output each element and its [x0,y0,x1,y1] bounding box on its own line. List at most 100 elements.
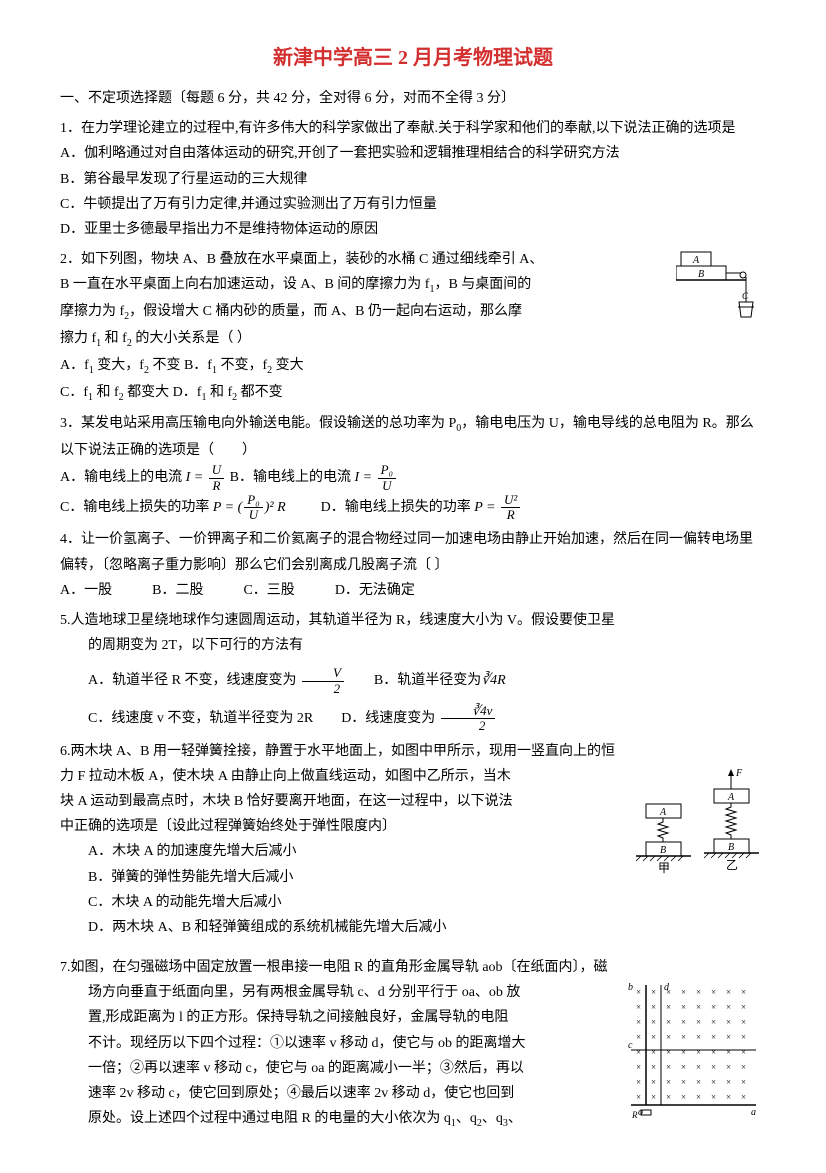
q5-options-cd: C．线速度 v 不变，轨道半径变为 2R D．线速度变为 ∛4v2 [60,704,766,734]
svg-text:×: × [651,1092,656,1102]
svg-text:×: × [681,1047,686,1057]
svg-text:×: × [696,1002,701,1012]
q2-diagram: A B C [676,247,766,327]
svg-text:×: × [696,1047,701,1057]
q4-stem: 4．让一价氢离子、一价钾离子和二价氦离子的混合物经过同一加速电场由静止开始加速，… [60,527,766,577]
svg-text:×: × [636,1002,641,1012]
q1-opt-a: A．伽利略通过对自由落体运动的研究,开创了一套把实验和逻辑推理相结合的科学研究方… [60,141,766,166]
svg-text:×: × [741,1017,746,1027]
svg-text:×: × [636,987,641,997]
q6-stem1: 6.两木块 A、B 用一轻弹簧拴接，静置于水平地面上，如图中甲所示，现用一竖直向… [60,739,766,764]
svg-text:×: × [696,1092,701,1102]
svg-text:B: B [698,269,704,280]
svg-text:×: × [741,1077,746,1087]
svg-text:b: b [628,982,633,993]
svg-text:×: × [696,1032,701,1042]
svg-text:B: B [660,845,666,856]
svg-text:×: × [741,987,746,997]
q2-stem-line2: B 一直在水平桌面上向右加速运动，设 A、B 间的摩擦力为 f1，B 与桌面间的 [60,272,766,299]
q1-opt-c: C．牛顿提出了万有引力定律,并通过实验测出了万有引力恒量 [60,192,766,217]
question-6: 6.两木块 A、B 用一轻弹簧拴接，静置于水平地面上，如图中甲所示，现用一竖直向… [60,739,766,941]
question-2: A B C 2．如下列图，物块 A、B 叠放在水平桌面上，装砂的水桶 C 通过细… [60,247,766,406]
svg-text:×: × [651,1047,656,1057]
svg-text:×: × [636,1047,641,1057]
svg-text:×: × [651,1002,656,1012]
svg-text:×: × [666,1062,671,1072]
svg-text:×: × [681,1032,686,1042]
q2-stem-line1: 2．如下列图，物块 A、B 叠放在水平桌面上，装砂的水桶 C 通过细线牵引 A、 [60,247,766,272]
q6-diagram: A B 甲 F A B [636,764,766,874]
svg-text:A: A [727,792,735,803]
svg-text:A: A [692,255,700,266]
q5-stem: 5.人造地球卫星绕地球作匀速圆周运动，其轨道半径为 R，线速度大小为 V。假设要… [60,608,766,633]
svg-text:×: × [726,1032,731,1042]
q1-opt-b: B．第谷最早发现了行星运动的三大规律 [60,167,766,192]
svg-text:×: × [711,1047,716,1057]
svg-text:×: × [696,987,701,997]
svg-text:×: × [651,1062,656,1072]
svg-text:×: × [741,1092,746,1102]
q2-stem-line3: 摩擦力为 f2，假设增大 C 桶内砂的质量，而 A、B 仍一起向右运动，那么摩 [60,299,766,326]
q3-options-ab: A．输电线上的电流 I = UR B．输电线上的电流 I = P₀U [60,463,766,493]
svg-text:×: × [666,1047,671,1057]
svg-text:×: × [741,1047,746,1057]
svg-text:×: × [696,1062,701,1072]
q2-options-cd: C．f1 和 f2 都变大 D．f1 和 f2 都不变 [60,380,766,407]
svg-text:×: × [651,1077,656,1087]
svg-text:×: × [681,1092,686,1102]
question-5: 5.人造地球卫星绕地球作匀速圆周运动，其轨道半径为 R，线速度大小为 V。假设要… [60,608,766,734]
svg-text:×: × [711,1077,716,1087]
svg-text:×: × [726,1002,731,1012]
question-3: 3．某发电站采用高压输电向外输送电能。假设输送的总功率为 P0，输电电压为 U，… [60,411,766,522]
q7-diagram: × × × × × × × × × × × × × × × × × × × × × × × × × × × × × × × × × × × ×… [626,980,766,1120]
svg-text:×: × [711,1002,716,1012]
svg-text:×: × [651,987,656,997]
svg-text:×: × [711,1017,716,1027]
svg-text:×: × [681,987,686,997]
q6-opt-c: C．木块 A 的动能先增大后减小 [60,890,766,915]
svg-text:c: c [628,1040,633,1051]
q6-opt-d: D．两木块 A、B 和轻弹簧组成的系统机械能先增大后减小 [60,915,766,940]
svg-text:×: × [711,1092,716,1102]
svg-text:×: × [636,1092,641,1102]
svg-text:a: a [751,1107,756,1118]
svg-text:×: × [666,1092,671,1102]
svg-text:×: × [711,987,716,997]
q2-stem-line4: 擦力 f1 和 f2 的大小关系是（ ） [60,326,766,353]
svg-text:A: A [659,807,667,818]
svg-text:B: B [728,842,734,853]
svg-text:甲: 甲 [658,861,670,874]
question-1: 1．在力学理论建立的过程中,有许多伟大的科学家做出了奉献.关于科学家和他们的奉献… [60,116,766,242]
svg-text:×: × [651,1032,656,1042]
svg-text:×: × [741,1032,746,1042]
svg-text:×: × [726,1047,731,1057]
svg-text:×: × [666,1017,671,1027]
svg-text:×: × [741,1062,746,1072]
svg-text:C: C [742,291,749,301]
svg-text:×: × [651,1017,656,1027]
q3-options-cd: C．输电线上损失的功率 P = (P₀U)² R D．输电线上损失的功率 P =… [60,493,766,523]
section-header: 一、不定项选择题〔每题 6 分，共 42 分，全对得 6 分，对而不全得 3 分… [60,86,766,111]
question-4: 4．让一价氢离子、一价钾离子和二价氦离子的混合物经过同一加速电场由静止开始加速，… [60,527,766,603]
q1-stem: 1．在力学理论建立的过程中,有许多伟大的科学家做出了奉献.关于科学家和他们的奉献… [60,116,766,141]
svg-text:×: × [696,1017,701,1027]
svg-text:×: × [726,1062,731,1072]
svg-text:乙: 乙 [726,858,738,872]
q4-options: A．一股 B．二股 C．三股 D．无法确定 [60,578,766,603]
q7-stem1: 7.如图，在匀强磁场中固定放置一根串接一电阻 R 的直角形金属导轨 aob〔在纸… [60,955,766,980]
question-7: 7.如图，在匀强磁场中固定放置一根串接一电阻 R 的直角形金属导轨 aob〔在纸… [60,955,766,1133]
svg-text:×: × [636,1032,641,1042]
svg-text:×: × [681,1062,686,1072]
page-title: 新津中学高三 2 月月考物理试题 [60,40,766,76]
svg-text:×: × [726,1077,731,1087]
svg-text:×: × [681,1017,686,1027]
svg-text:×: × [666,1077,671,1087]
svg-text:×: × [681,1077,686,1087]
svg-text:×: × [711,1062,716,1072]
svg-text:×: × [666,1002,671,1012]
svg-text:×: × [726,1017,731,1027]
svg-text:×: × [726,987,731,997]
svg-text:×: × [696,1077,701,1087]
svg-text:×: × [636,1062,641,1072]
q5-options-ab: A．轨道半径 R 不变，线速度变为 V2 B．轨道半径变为∛4R [60,666,766,696]
